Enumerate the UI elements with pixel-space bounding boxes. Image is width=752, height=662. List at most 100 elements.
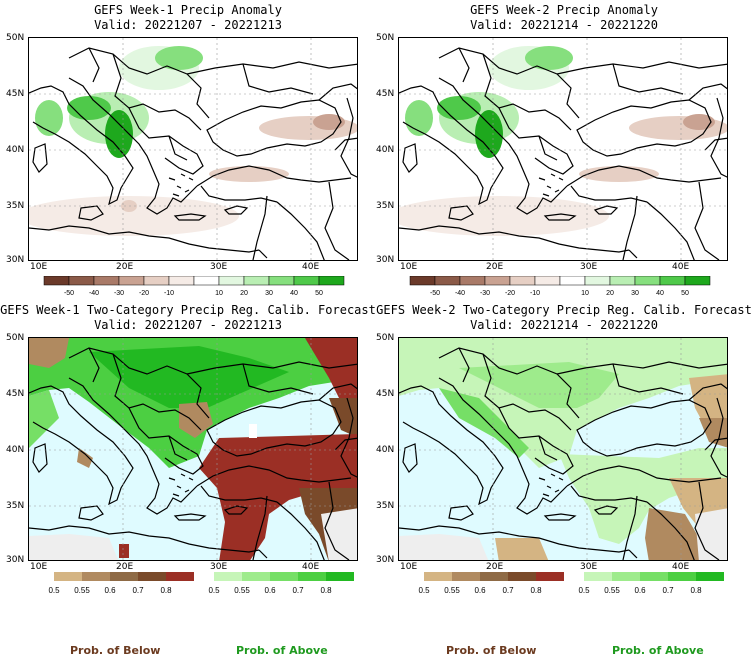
colorbar-swatch <box>293 276 320 286</box>
lon-tick: 20E <box>486 562 504 572</box>
colorbar-label: 0.8 <box>530 586 542 595</box>
map-week1-probability <box>28 337 358 561</box>
colorbar-swatch <box>459 276 486 286</box>
panel-week2-probability: GEFS Week-2 Two-Category Precip Reg. Cal… <box>376 300 752 600</box>
gridlines <box>29 338 357 560</box>
colorbar-swatch <box>634 276 661 286</box>
colorbar-label: 20 <box>240 290 248 297</box>
colorbar-swatch <box>559 276 586 286</box>
colorbar-label: 50 <box>315 290 323 297</box>
lat-tick: 40N <box>376 145 395 155</box>
lon-tick: 30E <box>210 262 228 272</box>
colorbar-swatch <box>659 276 686 286</box>
colorbar-label: 40 <box>290 290 298 297</box>
colorbar-label: -40 <box>89 290 99 297</box>
colorbar-label: 0.55 <box>234 586 250 595</box>
lon-tick: 30E <box>580 262 598 272</box>
colorbar-label: 0.5 <box>208 586 220 595</box>
colorbar-swatch <box>612 572 640 581</box>
lon-tick: 10E <box>30 562 48 572</box>
lat-tick: 50N <box>376 333 395 343</box>
gridlines <box>29 38 357 260</box>
prob-above-colorbar: 0.5 0.55 0.6 0.7 0.8 <box>208 572 354 595</box>
colorbar-label: 0.5 <box>418 586 430 595</box>
colorbar-swatch <box>243 276 270 286</box>
colorbar-label: 0.6 <box>264 586 276 595</box>
lon-tick: 40E <box>302 262 320 272</box>
lon-tick: 40E <box>672 262 690 272</box>
colorbar-swatch <box>609 276 636 286</box>
colorbar-label: -10 <box>530 290 540 297</box>
prob-below-label: Prob. of Below <box>70 644 161 657</box>
lat-tick: 30N <box>376 255 395 265</box>
lat-tick: 30N <box>6 255 25 265</box>
probability-field <box>399 338 727 560</box>
anomaly-colorbar: -50 -40 -30 -20 -10 10 20 30 40 50 <box>409 276 711 297</box>
colorbar-label: -20 <box>505 290 515 297</box>
colorbar-swatch <box>326 572 354 581</box>
colorbar-label: -50 <box>430 290 440 297</box>
panel-week1-anomaly: GEFS Week-1 Precip Anomaly Valid: 202212… <box>0 0 376 297</box>
colorbar-swatch <box>508 572 536 581</box>
colorbar-label: 0.6 <box>104 586 116 595</box>
colorbar-swatch <box>138 572 166 581</box>
lon-tick: 10E <box>400 262 418 272</box>
colorbar-swatch <box>43 276 70 286</box>
colorbar-label: 0.6 <box>634 586 646 595</box>
lat-tick: 35N <box>6 201 25 211</box>
colorbar-swatch <box>424 572 452 581</box>
panel-week1-probability: GEFS Week-1 Two-Category Precip Reg. Cal… <box>0 300 376 600</box>
lon-tick: 40E <box>302 562 320 572</box>
colorbar-label: 10 <box>581 290 589 297</box>
colorbar-label: 0.8 <box>690 586 702 595</box>
colorbar-label: 0.6 <box>474 586 486 595</box>
colorbar-label: 40 <box>656 290 664 297</box>
colorbar-swatch <box>166 572 194 581</box>
map-week1-anomaly <box>28 37 358 261</box>
colorbar-swatch <box>318 276 345 286</box>
colorbar-swatch <box>214 572 242 581</box>
colorbar-swatch <box>409 276 436 286</box>
colorbar-swatch <box>534 276 561 286</box>
prob-below-colorbar: 0.5 0.55 0.6 0.7 0.8 <box>48 572 194 595</box>
colorbar-swatch <box>509 276 536 286</box>
colorbar-label: 30 <box>265 290 273 297</box>
lat-tick: 35N <box>376 501 395 511</box>
lon-tick: 10E <box>400 562 418 572</box>
colorbar-label: -10 <box>164 290 174 297</box>
colorbar-swatch <box>484 276 511 286</box>
panel-title-line1: GEFS Week-1 Two-Category Precip Reg. Cal… <box>0 303 376 317</box>
colorbar-swatch <box>640 572 668 581</box>
colorbar-swatch <box>434 276 461 286</box>
colorbar-swatch <box>584 572 612 581</box>
colorbar-swatch <box>110 572 138 581</box>
colorbar-swatch <box>584 276 611 286</box>
colorbar-label: 30 <box>631 290 639 297</box>
lat-tick: 50N <box>6 33 25 43</box>
colorbar-label: 20 <box>606 290 614 297</box>
lat-tick: 45N <box>376 389 395 399</box>
colorbar-swatch <box>668 572 696 581</box>
colorbar-label: -20 <box>139 290 149 297</box>
colorbar-swatch <box>54 572 82 581</box>
lat-tick: 50N <box>376 33 395 43</box>
colorbar-swatch <box>242 572 270 581</box>
lon-tick: 30E <box>580 562 598 572</box>
colorbar-swatch <box>193 276 220 286</box>
colorbar-label: 0.7 <box>662 586 674 595</box>
colorbar-label: 0.7 <box>132 586 144 595</box>
colorbar-swatch <box>452 572 480 581</box>
lat-tick: 35N <box>376 201 395 211</box>
panel-title-line2: Valid: 20221214 - 20221220 <box>470 18 658 32</box>
colorbar-swatch <box>68 276 95 286</box>
prob-above-colorbar: 0.5 0.55 0.6 0.7 0.8 <box>578 572 724 595</box>
panel-week2-anomaly: GEFS Week-2 Precip Anomaly Valid: 202212… <box>376 0 752 297</box>
colorbar-label: -30 <box>480 290 490 297</box>
lat-tick: 30N <box>376 555 395 565</box>
lat-tick: 40N <box>6 145 25 155</box>
colorbar-label: -30 <box>114 290 124 297</box>
panel-title-line1: GEFS Week-1 Precip Anomaly <box>94 3 282 17</box>
lon-tick: 30E <box>210 562 228 572</box>
colorbar-swatch <box>82 572 110 581</box>
lat-tick: 40N <box>6 445 25 455</box>
